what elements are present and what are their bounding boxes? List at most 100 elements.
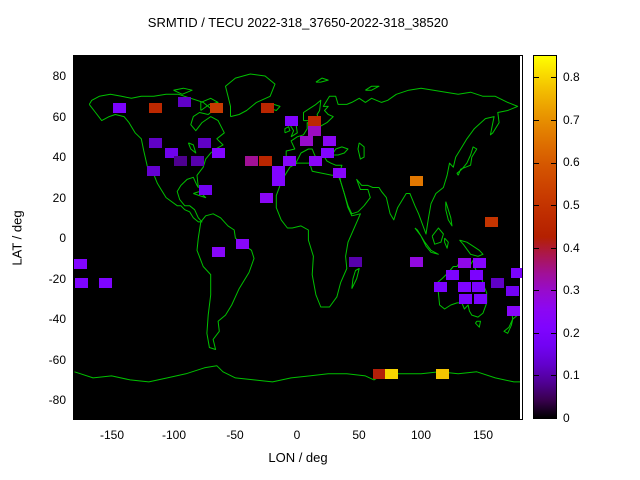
y-tick-label: -60 <box>48 353 66 367</box>
coastline-path <box>88 93 225 223</box>
coastline-path <box>444 237 449 249</box>
heatmap-cell <box>506 285 520 296</box>
colorbar-tick-label: 0.2 <box>563 326 580 340</box>
heatmap-cell <box>75 277 89 288</box>
colorbar-tick-mark <box>551 375 556 377</box>
y-tick-label: 0 <box>59 231 66 245</box>
x-tick-label: 150 <box>472 428 494 442</box>
heatmap-cell <box>445 269 459 280</box>
heatmap-cell <box>284 115 298 126</box>
heatmap-cell <box>261 103 275 114</box>
coastline-path <box>196 213 255 350</box>
x-tick-label: -50 <box>226 428 244 442</box>
heatmap-cell <box>320 148 334 158</box>
heatmap-cell <box>459 293 473 304</box>
colorbar-tick-mark <box>534 77 539 79</box>
plot-area <box>73 55 523 420</box>
coastline-path <box>456 146 478 176</box>
coastline-path <box>173 87 193 95</box>
coastline-path <box>357 142 365 160</box>
heatmap-cell <box>409 257 423 268</box>
y-tick-label: -80 <box>48 393 66 407</box>
y-tick-label: 80 <box>52 69 66 83</box>
x-tick-label: 0 <box>293 428 301 442</box>
heatmap-cell <box>471 281 485 292</box>
coastline-path <box>275 162 361 308</box>
colorbar-tick-mark <box>534 375 539 377</box>
heatmap-cell <box>457 258 471 269</box>
x-tick-label: -100 <box>161 428 187 442</box>
colorbar-tick-mark <box>534 332 539 334</box>
colorbar-tick-label: 0.5 <box>563 198 580 212</box>
heatmap-cell <box>258 156 272 167</box>
heatmap-cell <box>507 306 521 316</box>
heatmap-cell <box>409 176 423 187</box>
heatmap-cell <box>236 239 250 250</box>
heatmap-cell <box>190 156 204 167</box>
heatmap-cell <box>98 277 112 288</box>
colorbar-tick-mark <box>551 119 556 121</box>
coastline-path <box>331 146 349 156</box>
heatmap-cell <box>511 267 522 278</box>
heatmap-cell <box>384 368 398 379</box>
coastline-path <box>315 77 329 83</box>
coastline-path <box>285 87 519 235</box>
heatmap-cell <box>74 259 88 270</box>
coastline-path <box>187 142 197 154</box>
x-axis-title: LON / deg <box>268 450 328 465</box>
heatmap-cell <box>457 281 471 292</box>
heatmap-cell <box>372 368 386 379</box>
colorbar-tick-mark <box>551 162 556 164</box>
heatmap-cell <box>308 125 322 136</box>
colorbar-tick-mark <box>534 162 539 164</box>
heatmap-cell <box>148 103 162 114</box>
y-tick-label: 60 <box>52 110 66 124</box>
x-tick-label: -150 <box>99 428 125 442</box>
coastline-path <box>431 227 444 245</box>
heatmap-cell <box>272 166 286 177</box>
colorbar-tick-mark <box>551 205 556 207</box>
heatmap-cell <box>174 156 188 167</box>
heatmap-cell <box>272 176 286 187</box>
heatmap-cell <box>332 168 346 179</box>
colorbar-tick-label: 0.4 <box>563 241 580 255</box>
heatmap-cell <box>308 115 322 126</box>
colorbar-tick-label: 0.8 <box>563 70 580 84</box>
coastline-path <box>445 201 453 227</box>
colorbar-tick-label: 0 <box>563 411 570 425</box>
coastline-path <box>414 227 439 255</box>
heatmap-cell <box>198 137 211 148</box>
colorbar-tick-mark <box>534 119 539 121</box>
heatmap-cell <box>470 269 484 280</box>
heatmap-cell <box>349 257 362 268</box>
heatmap-cell <box>485 216 499 227</box>
colorbar-tick-mark <box>551 77 556 79</box>
coastline-path <box>193 191 207 199</box>
colorbar-tick-label: 0.3 <box>563 283 580 297</box>
colorbar-tick-label: 0.7 <box>563 113 580 127</box>
heatmap-cell <box>283 156 297 167</box>
coastline-path <box>225 73 276 118</box>
colorbar-gradient <box>534 56 556 418</box>
coastline-path <box>284 126 291 134</box>
heatmap-cell <box>323 135 336 146</box>
y-tick-label: -20 <box>48 272 66 286</box>
heatmap-cell <box>472 258 486 269</box>
coastline-path <box>200 97 219 111</box>
heatmap-cell <box>199 184 213 195</box>
coastline-path <box>459 239 484 257</box>
colorbar-tick-mark <box>551 247 556 249</box>
y-tick-label: -40 <box>48 312 66 326</box>
heatmap-cell <box>164 148 178 158</box>
heatmap-cell <box>299 135 313 146</box>
x-tick-label: 50 <box>352 428 366 442</box>
colorbar-tick-label: 0.6 <box>563 155 580 169</box>
colorbar-tick-label: 0.1 <box>563 368 580 382</box>
coastline-path <box>74 365 520 383</box>
heatmap-cell <box>309 156 323 167</box>
y-tick-label: 40 <box>52 150 66 164</box>
heatmap-cell <box>147 166 161 177</box>
heatmap-cell <box>211 148 225 158</box>
coastline-path <box>351 268 360 289</box>
chart-title: SRMTID / TECU 2022-318_37650-2022-318_38… <box>147 15 449 30</box>
